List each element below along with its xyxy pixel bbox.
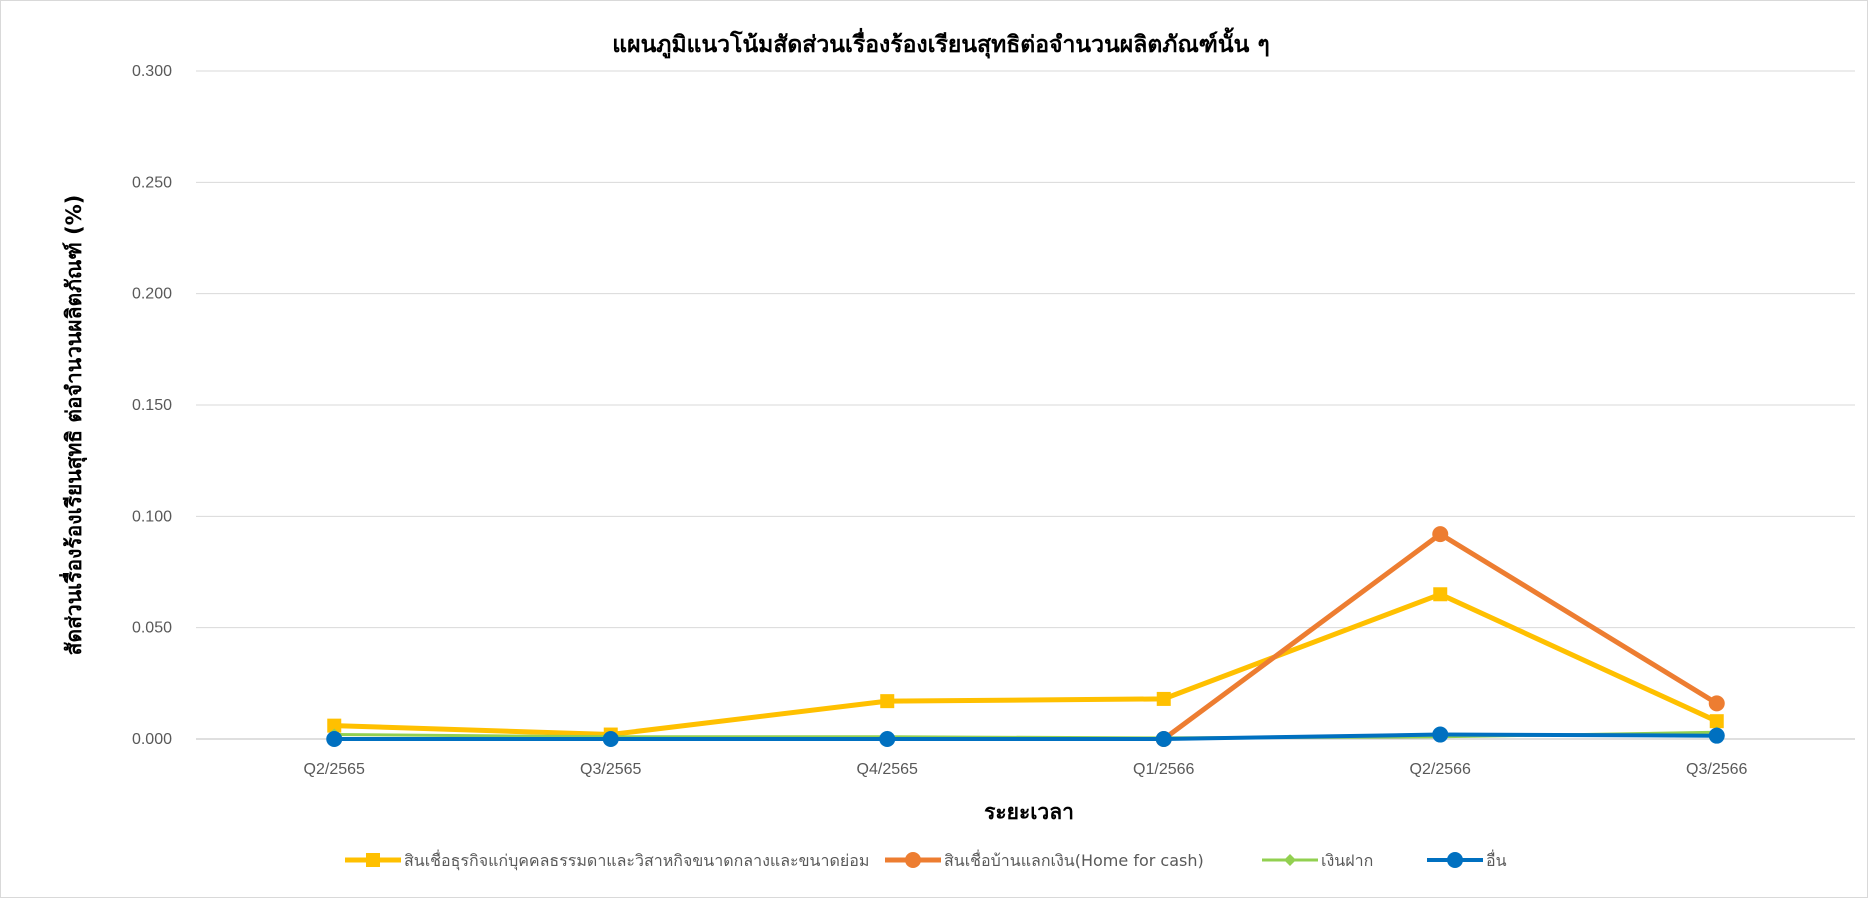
legend-marker: [366, 853, 380, 867]
data-point: [602, 731, 619, 747]
y-tick-label: 0.250: [132, 174, 172, 191]
legend-marker: [1284, 854, 1296, 866]
chart-title: แผนภูมิแนวโน้มสัดส่วนเรื่องร้องเรียนสุทธ…: [612, 27, 1269, 59]
series-line: [331, 591, 1720, 737]
legend-label: เงินฝาก: [1321, 851, 1373, 870]
y-axis-title: สัดส่วนเรื่องร้องเรียนสุทธิ ต่อจำนวนผลิต…: [58, 195, 88, 656]
x-tick-label: Q2/2565: [304, 761, 365, 778]
x-tick-label: Q3/2565: [580, 761, 641, 778]
legend: สินเชื่อธุรกิจแก่บุคคลธรรมดาและวิสาหกิจข…: [345, 849, 1507, 871]
data-point: [327, 718, 342, 733]
series-2: [1155, 526, 1725, 747]
x-tick-label: Q1/2566: [1133, 761, 1194, 778]
legend-label: สินเชื่อธุรกิจแก่บุคคลธรรมดาและวิสาหกิจข…: [404, 849, 869, 871]
y-tick-label: 0.300: [132, 63, 172, 80]
x-tick-label: Q3/2566: [1686, 761, 1747, 778]
y-tick-label: 0.100: [132, 508, 172, 525]
x-tick-labels: Q2/2565 Q3/2565 Q4/2565 Q1/2566 Q2/2566 Q3/25…: [304, 761, 1748, 778]
x-tick-label: Q2/2566: [1410, 761, 1471, 778]
gridlines: [196, 70, 1855, 740]
x-tick-label: Q4/2565: [857, 761, 918, 778]
y-tick-label: 0.050: [132, 620, 172, 637]
y-tick-label: 0.200: [132, 286, 172, 303]
series-layer: [326, 526, 1725, 747]
legend-marker: [1447, 852, 1463, 868]
legend-item: เงินฝาก: [1262, 851, 1373, 870]
series-line: [1161, 531, 1720, 742]
legend-label: สินเชื่อบ้านแลกเงิน(Home for cash): [944, 849, 1204, 870]
x-axis-title: ระยะเวลา: [984, 800, 1074, 824]
data-point: [326, 731, 343, 747]
data-point: [1432, 526, 1449, 543]
data-point: [1708, 727, 1725, 744]
legend-marker: [905, 852, 921, 868]
data-point: [880, 694, 895, 709]
legend-item: สินเชื่อบ้านแลกเงิน(Home for cash): [885, 849, 1204, 870]
series-4: [326, 726, 1725, 747]
series-line: [332, 732, 1719, 741]
data-point: [1155, 731, 1172, 747]
y-tick-label: 0.150: [132, 397, 172, 414]
data-point: [879, 731, 896, 747]
y-tick-label: 0.000: [132, 731, 172, 748]
data-point: [1708, 695, 1725, 712]
data-point: [1709, 714, 1724, 729]
data-point: [1433, 587, 1448, 602]
data-point: [1432, 726, 1449, 743]
legend-item: อื่น: [1427, 849, 1507, 870]
data-point: [1156, 691, 1171, 706]
series-1: [327, 587, 1724, 742]
legend-item: สินเชื่อธุรกิจแก่บุคคลธรรมดาและวิสาหกิจข…: [345, 849, 869, 871]
y-tick-labels: 0.000 0.050 0.100 0.150 0.200 0.250 0.300: [132, 63, 172, 748]
legend-label: อื่น: [1486, 849, 1507, 870]
